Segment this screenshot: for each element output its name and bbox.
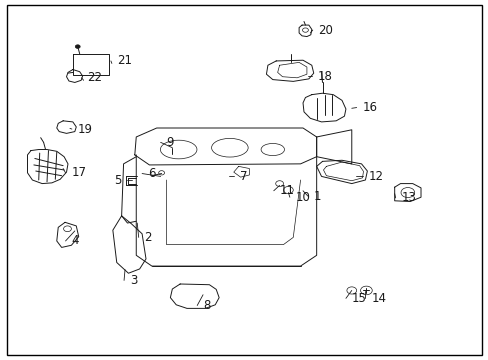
Text: 18: 18 <box>317 69 332 82</box>
Text: 8: 8 <box>203 299 210 312</box>
Text: 4: 4 <box>71 234 79 247</box>
Text: 7: 7 <box>239 170 246 183</box>
Text: 14: 14 <box>370 292 386 305</box>
Text: 5: 5 <box>114 174 122 186</box>
Text: 16: 16 <box>362 101 377 114</box>
Text: 11: 11 <box>279 184 294 197</box>
Text: 13: 13 <box>401 192 416 204</box>
Text: 3: 3 <box>130 274 137 287</box>
Text: 10: 10 <box>295 191 310 204</box>
Text: 12: 12 <box>368 170 383 183</box>
Text: 1: 1 <box>313 190 321 203</box>
Text: 15: 15 <box>351 292 366 305</box>
Text: 20: 20 <box>318 24 333 37</box>
Text: 9: 9 <box>166 136 174 149</box>
Circle shape <box>75 45 80 48</box>
Text: 19: 19 <box>78 122 93 136</box>
Text: 17: 17 <box>71 166 86 179</box>
Text: 2: 2 <box>144 231 152 244</box>
Text: 6: 6 <box>148 167 155 180</box>
Text: 21: 21 <box>117 54 131 67</box>
Text: 22: 22 <box>87 71 102 84</box>
